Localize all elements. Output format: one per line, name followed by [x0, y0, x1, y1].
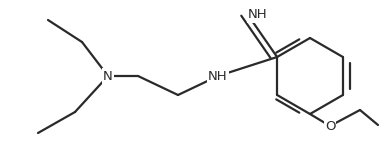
- Text: O: O: [325, 119, 335, 132]
- Text: NH: NH: [208, 70, 228, 83]
- Text: NH: NH: [248, 8, 268, 21]
- Text: N: N: [103, 69, 113, 82]
